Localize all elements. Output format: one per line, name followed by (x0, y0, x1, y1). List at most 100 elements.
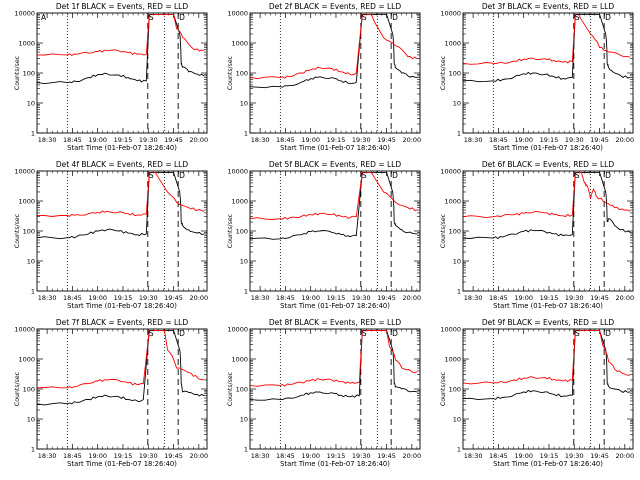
x-tick-label: 19:15 (327, 294, 346, 302)
x-tick-label: 19:15 (114, 452, 133, 460)
x-tick-label: 18:45 (489, 452, 508, 460)
flag-label: S (575, 329, 580, 338)
x-tick-label: 19:00 (301, 294, 320, 302)
y-tick-label: 10000 (14, 9, 35, 17)
y-axis-label: Counts/sec (227, 55, 234, 90)
x-axis-label: Start Time (01-Feb-07 18:26:40) (280, 302, 390, 310)
y-tick-label: 100 (236, 385, 248, 393)
y-tick-label: 1000 (444, 355, 461, 363)
y-tick-label: 1 (244, 129, 248, 137)
lld-series-line (463, 171, 631, 219)
plot-frame (36, 12, 208, 134)
y-tick-label: 10 (453, 99, 461, 107)
y-tick-label: 100 (449, 227, 461, 235)
x-tick-label: 19:15 (114, 136, 133, 144)
panel-title: Det 8f BLACK = Events, RED = LLD (269, 318, 402, 327)
y-axis-label: Counts/sec (440, 55, 447, 90)
events-series-line (37, 13, 205, 85)
y-tick-label: 10000 (440, 167, 461, 175)
x-tick-label: 18:30 (464, 452, 483, 460)
plot-frame (36, 170, 208, 292)
y-tick-label: 10 (240, 415, 248, 423)
plot-frame (249, 12, 421, 134)
panel-4: Det 4f BLACK = Events, RED = LLD 1 10 100 10… (14, 160, 208, 310)
x-tick-label: 18:30 (251, 452, 270, 460)
x-tick-label: 19:15 (327, 136, 346, 144)
events-series-line (463, 171, 631, 240)
x-tick-label: 18:30 (464, 136, 483, 144)
x-tick-label: 19:30 (565, 136, 584, 144)
panel-title: Det 9f BLACK = Events, RED = LLD (482, 318, 615, 327)
panel-title: Det 1f BLACK = Events, RED = LLD (56, 2, 189, 11)
panel-title: Det 7f BLACK = Events, RED = LLD (56, 318, 189, 327)
flag-label: D (179, 329, 185, 338)
panel-9: Det 9f BLACK = Events, RED = LLD 1 10 100 10… (440, 318, 634, 468)
x-tick-label: 20:00 (402, 294, 421, 302)
y-tick-label: 1 (244, 287, 248, 295)
x-tick-label: 19:15 (114, 294, 133, 302)
lld-series-line (250, 329, 418, 387)
x-tick-label: 18:30 (251, 136, 270, 144)
x-tick-label: 19:30 (139, 452, 158, 460)
events-series-line (463, 329, 631, 401)
x-tick-label: 19:15 (540, 136, 559, 144)
y-tick-label: 1 (457, 129, 461, 137)
x-tick-label: 19:30 (352, 136, 371, 144)
flag-label: S (149, 13, 154, 22)
panel-8: Det 8f BLACK = Events, RED = LLD 1 10 100 10… (227, 318, 421, 468)
x-tick-label: 19:30 (139, 294, 158, 302)
y-tick-label: 100 (236, 227, 248, 235)
y-axis-label: Counts/sec (14, 55, 21, 90)
x-tick-label: 19:30 (352, 452, 371, 460)
x-tick-label: 18:30 (251, 294, 270, 302)
flag-label: D (179, 13, 185, 22)
x-tick-label: 20:00 (615, 452, 634, 460)
x-tick-label: 19:45 (590, 136, 609, 144)
y-tick-label: 10 (27, 257, 35, 265)
x-tick-label: 19:30 (565, 452, 584, 460)
y-tick-label: 1 (31, 445, 35, 453)
y-axis-label: Counts/sec (14, 371, 21, 406)
flag-label: D (392, 329, 398, 338)
plot-frame (249, 328, 421, 450)
x-tick-label: 18:45 (63, 452, 82, 460)
x-tick-label: 20:00 (189, 452, 208, 460)
x-tick-label: 18:30 (38, 452, 57, 460)
y-tick-label: 1 (457, 445, 461, 453)
panel-title: Det 3f BLACK = Events, RED = LLD (482, 2, 615, 11)
x-tick-label: 19:45 (377, 136, 396, 144)
x-tick-label: 19:45 (164, 136, 183, 144)
y-tick-label: 1000 (18, 39, 35, 47)
x-tick-label: 20:00 (402, 136, 421, 144)
y-tick-label: 10000 (227, 325, 248, 333)
panel-title: Det 4f BLACK = Events, RED = LLD (56, 160, 189, 169)
x-axis-label: Start Time (01-Feb-07 18:26:40) (493, 144, 603, 152)
x-axis-label: Start Time (01-Feb-07 18:26:40) (280, 460, 390, 468)
flag-label: S (149, 171, 154, 180)
x-axis-label: Start Time (01-Feb-07 18:26:40) (67, 302, 177, 310)
panel-5: Det 5f BLACK = Events, RED = LLD 1 10 100 10… (227, 160, 421, 310)
flag-label: S (362, 171, 367, 180)
x-tick-label: 19:45 (590, 452, 609, 460)
lld-series-line (37, 13, 205, 57)
y-axis-label: Counts/sec (440, 371, 447, 406)
panel-7: Det 7f BLACK = Events, RED = LLD 1 10 100 10… (14, 318, 208, 468)
y-tick-label: 10000 (440, 9, 461, 17)
y-tick-label: 1 (457, 287, 461, 295)
y-tick-label: 1000 (444, 197, 461, 205)
panel-2: Det 2f BLACK = Events, RED = LLD 1 10 100 10… (227, 2, 421, 152)
y-tick-label: 1000 (231, 355, 248, 363)
y-tick-label: 1000 (231, 39, 248, 47)
flag-label: D (392, 171, 398, 180)
events-series-line (250, 13, 418, 89)
y-axis-label: Counts/sec (227, 213, 234, 248)
x-tick-label: 18:45 (489, 294, 508, 302)
x-tick-label: 19:15 (540, 294, 559, 302)
y-tick-label: 10000 (14, 325, 35, 333)
flag-label: S (575, 171, 580, 180)
lld-series-line (37, 171, 205, 217)
y-tick-label: 10000 (14, 167, 35, 175)
flag-label: S (575, 13, 580, 22)
x-tick-label: 19:15 (327, 452, 346, 460)
